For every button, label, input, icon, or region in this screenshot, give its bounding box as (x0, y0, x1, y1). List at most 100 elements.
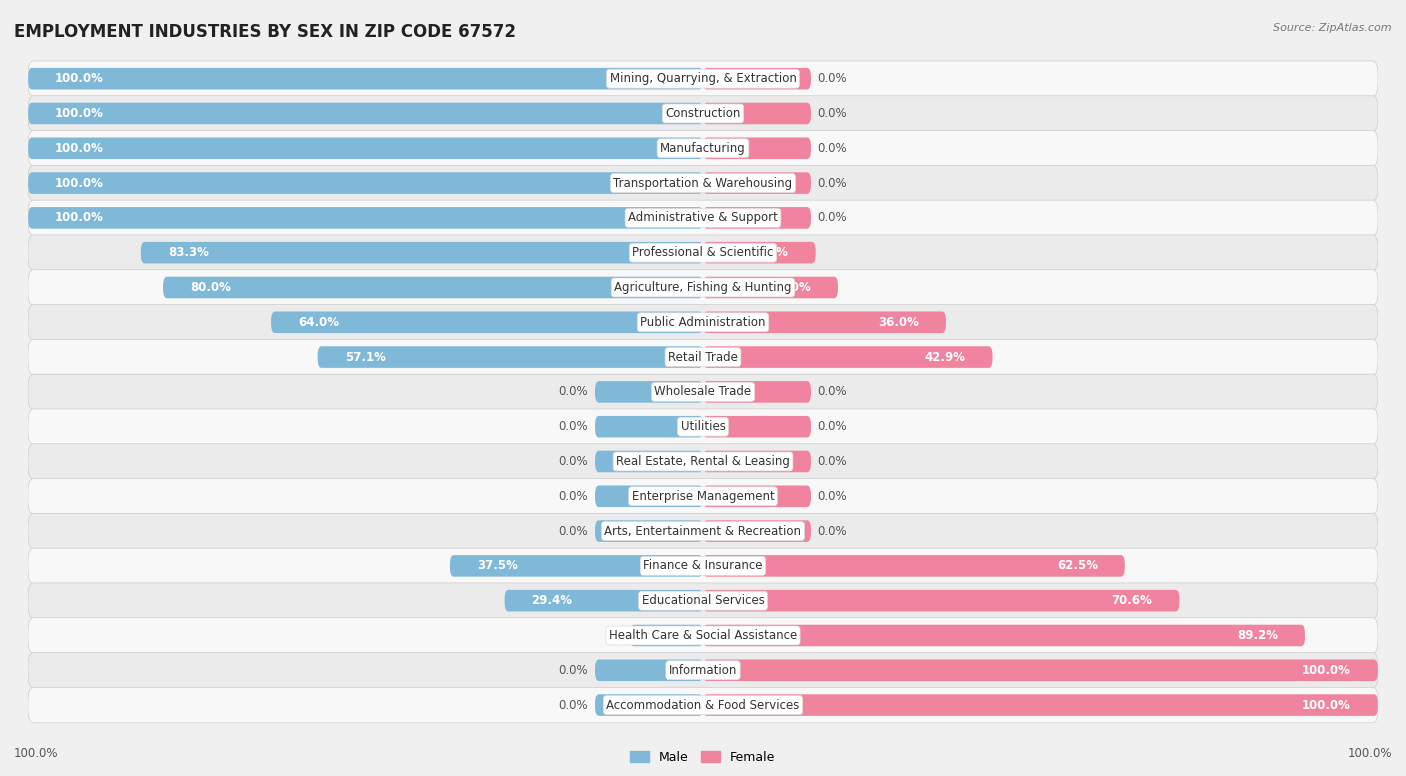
FancyBboxPatch shape (703, 68, 811, 89)
FancyBboxPatch shape (703, 625, 1305, 646)
FancyBboxPatch shape (28, 165, 1378, 201)
Text: 100.0%: 100.0% (55, 177, 104, 189)
FancyBboxPatch shape (703, 137, 811, 159)
FancyBboxPatch shape (28, 172, 703, 194)
Text: Arts, Entertainment & Recreation: Arts, Entertainment & Recreation (605, 525, 801, 538)
FancyBboxPatch shape (595, 486, 703, 507)
FancyBboxPatch shape (28, 137, 703, 159)
FancyBboxPatch shape (703, 277, 838, 298)
FancyBboxPatch shape (163, 277, 703, 298)
FancyBboxPatch shape (28, 270, 1378, 305)
FancyBboxPatch shape (28, 130, 1378, 166)
Text: 29.4%: 29.4% (531, 594, 572, 607)
FancyBboxPatch shape (595, 381, 703, 403)
Text: EMPLOYMENT INDUSTRIES BY SEX IN ZIP CODE 67572: EMPLOYMENT INDUSTRIES BY SEX IN ZIP CODE… (14, 23, 516, 41)
FancyBboxPatch shape (28, 235, 1378, 270)
FancyBboxPatch shape (318, 346, 703, 368)
Text: 36.0%: 36.0% (879, 316, 920, 329)
Text: 0.0%: 0.0% (558, 525, 588, 538)
Text: 42.9%: 42.9% (925, 351, 966, 364)
FancyBboxPatch shape (703, 102, 811, 124)
FancyBboxPatch shape (703, 695, 1378, 716)
FancyBboxPatch shape (703, 555, 1125, 577)
Text: 0.0%: 0.0% (818, 386, 848, 398)
Text: 100.0%: 100.0% (1347, 747, 1392, 760)
FancyBboxPatch shape (28, 514, 1378, 549)
FancyBboxPatch shape (450, 555, 703, 577)
FancyBboxPatch shape (595, 660, 703, 681)
Text: 0.0%: 0.0% (818, 177, 848, 189)
FancyBboxPatch shape (703, 520, 811, 542)
Text: 16.7%: 16.7% (748, 246, 789, 259)
Text: 83.3%: 83.3% (167, 246, 208, 259)
FancyBboxPatch shape (28, 618, 1378, 653)
FancyBboxPatch shape (28, 374, 1378, 410)
FancyBboxPatch shape (28, 304, 1378, 340)
Text: Administrative & Support: Administrative & Support (628, 211, 778, 224)
FancyBboxPatch shape (28, 102, 703, 124)
Text: Accommodation & Food Services: Accommodation & Food Services (606, 698, 800, 712)
FancyBboxPatch shape (28, 548, 1378, 584)
Text: Information: Information (669, 663, 737, 677)
FancyBboxPatch shape (703, 451, 811, 473)
FancyBboxPatch shape (703, 381, 811, 403)
Text: Retail Trade: Retail Trade (668, 351, 738, 364)
FancyBboxPatch shape (703, 311, 946, 333)
Text: Utilities: Utilities (681, 420, 725, 433)
Text: 89.2%: 89.2% (1237, 629, 1278, 642)
Text: 20.0%: 20.0% (770, 281, 811, 294)
Text: Transportation & Warehousing: Transportation & Warehousing (613, 177, 793, 189)
FancyBboxPatch shape (28, 95, 1378, 131)
FancyBboxPatch shape (595, 695, 703, 716)
Text: 100.0%: 100.0% (55, 72, 104, 85)
FancyBboxPatch shape (28, 409, 1378, 445)
FancyBboxPatch shape (703, 486, 811, 507)
FancyBboxPatch shape (28, 444, 1378, 480)
Text: 0.0%: 0.0% (818, 420, 848, 433)
FancyBboxPatch shape (28, 479, 1378, 514)
Text: 57.1%: 57.1% (344, 351, 385, 364)
Text: 0.0%: 0.0% (558, 490, 588, 503)
Text: 10.8%: 10.8% (657, 629, 697, 642)
FancyBboxPatch shape (595, 520, 703, 542)
FancyBboxPatch shape (703, 590, 1180, 611)
Text: 0.0%: 0.0% (818, 72, 848, 85)
Text: 70.6%: 70.6% (1112, 594, 1153, 607)
FancyBboxPatch shape (595, 416, 703, 438)
FancyBboxPatch shape (28, 200, 1378, 236)
FancyBboxPatch shape (703, 207, 811, 229)
FancyBboxPatch shape (28, 68, 703, 89)
Text: 100.0%: 100.0% (55, 211, 104, 224)
Text: 100.0%: 100.0% (14, 747, 59, 760)
FancyBboxPatch shape (703, 242, 815, 264)
Text: Finance & Insurance: Finance & Insurance (644, 559, 762, 573)
Text: 0.0%: 0.0% (558, 698, 588, 712)
Text: Professional & Scientific: Professional & Scientific (633, 246, 773, 259)
Text: 0.0%: 0.0% (818, 142, 848, 154)
Text: Manufacturing: Manufacturing (661, 142, 745, 154)
FancyBboxPatch shape (28, 583, 1378, 618)
FancyBboxPatch shape (28, 61, 1378, 96)
FancyBboxPatch shape (141, 242, 703, 264)
Text: Educational Services: Educational Services (641, 594, 765, 607)
Text: 0.0%: 0.0% (818, 107, 848, 120)
Text: 100.0%: 100.0% (1302, 698, 1351, 712)
Text: Public Administration: Public Administration (640, 316, 766, 329)
FancyBboxPatch shape (703, 416, 811, 438)
Text: 37.5%: 37.5% (477, 559, 517, 573)
Text: 0.0%: 0.0% (818, 525, 848, 538)
Text: Source: ZipAtlas.com: Source: ZipAtlas.com (1274, 23, 1392, 33)
Text: 100.0%: 100.0% (1302, 663, 1351, 677)
FancyBboxPatch shape (28, 339, 1378, 375)
Text: 100.0%: 100.0% (55, 107, 104, 120)
Text: Health Care & Social Assistance: Health Care & Social Assistance (609, 629, 797, 642)
Text: Enterprise Management: Enterprise Management (631, 490, 775, 503)
Text: Wholesale Trade: Wholesale Trade (654, 386, 752, 398)
FancyBboxPatch shape (703, 660, 1378, 681)
Text: Agriculture, Fishing & Hunting: Agriculture, Fishing & Hunting (614, 281, 792, 294)
Text: 80.0%: 80.0% (190, 281, 231, 294)
FancyBboxPatch shape (28, 653, 1378, 688)
Legend: Male, Female: Male, Female (630, 750, 776, 764)
Text: 62.5%: 62.5% (1057, 559, 1098, 573)
Text: 100.0%: 100.0% (55, 142, 104, 154)
